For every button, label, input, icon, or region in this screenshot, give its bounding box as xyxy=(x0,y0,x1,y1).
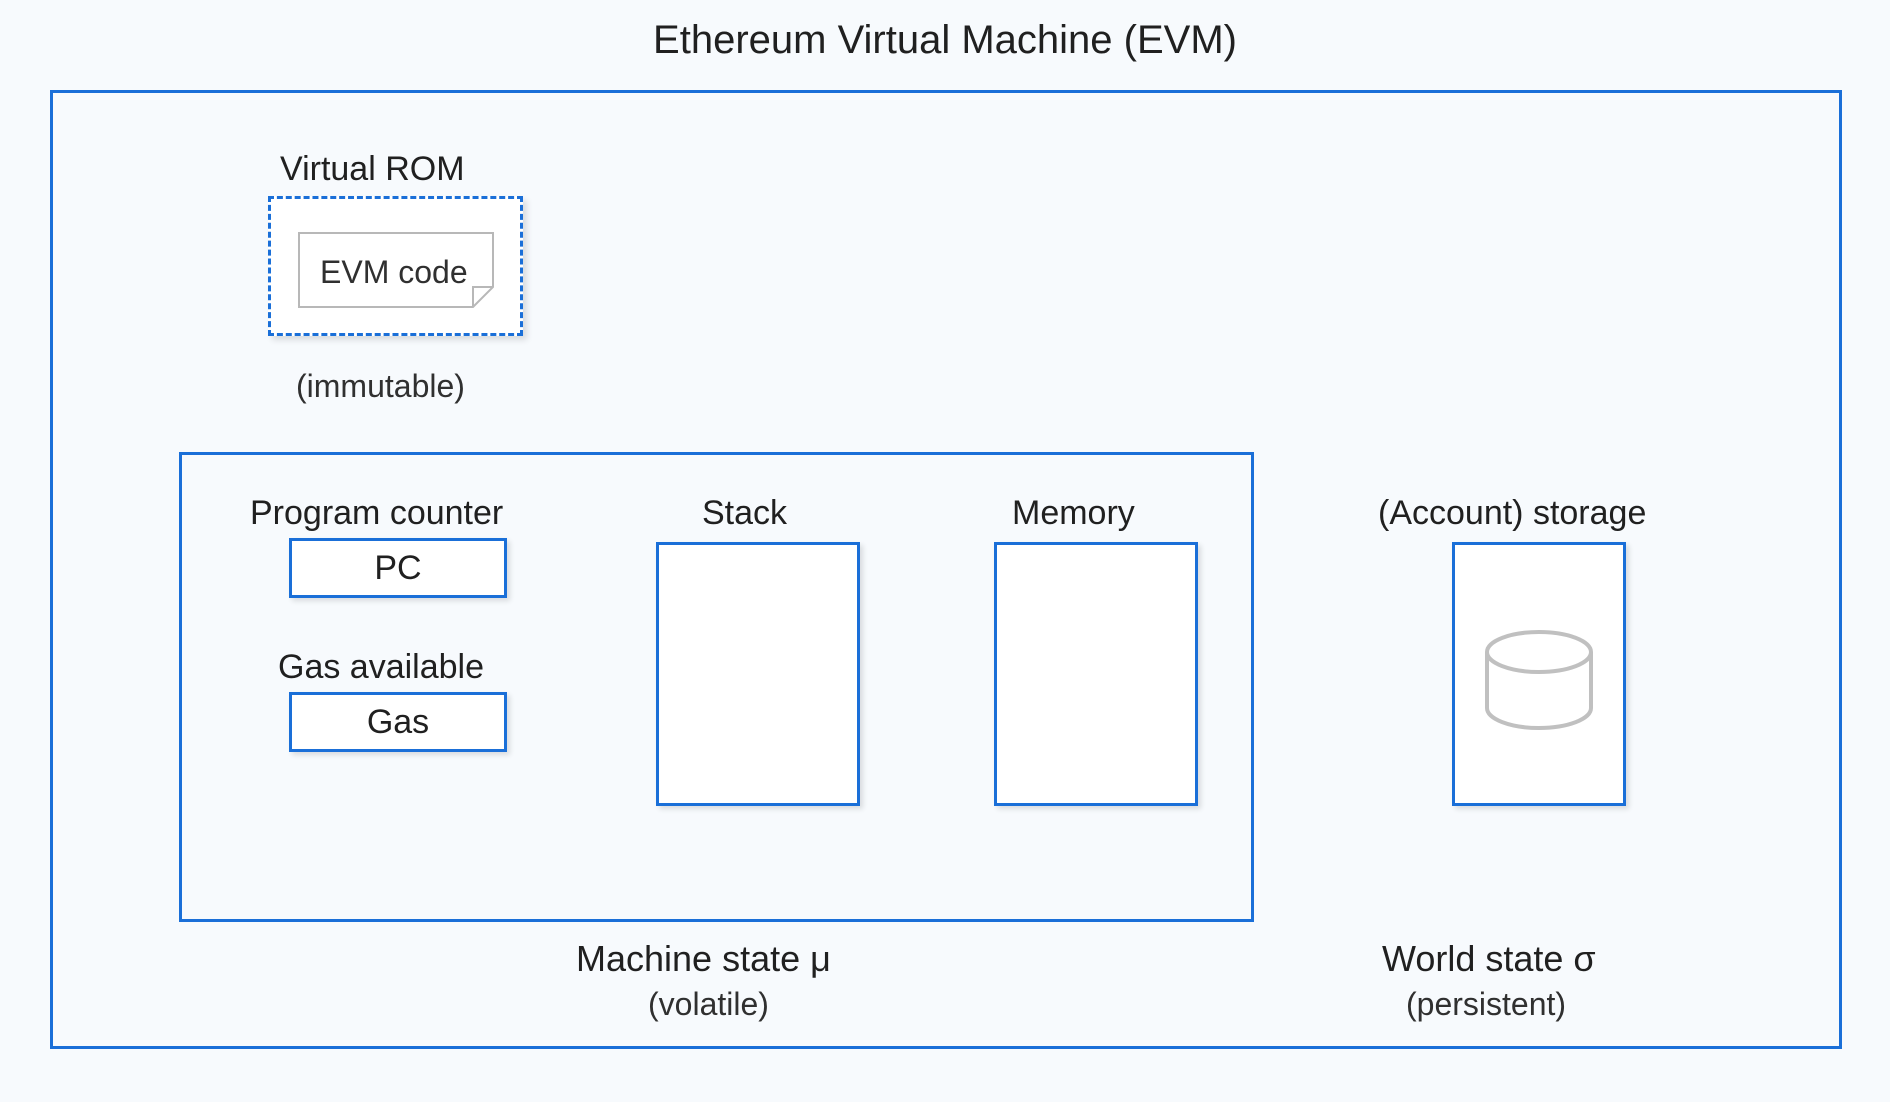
program-counter-title: Program counter xyxy=(250,494,503,533)
cylinder-icon xyxy=(1483,628,1595,738)
stack-box xyxy=(656,542,860,806)
gas-available-title: Gas available xyxy=(278,648,484,687)
gas-box: Gas xyxy=(289,692,507,752)
immutable-label: (immutable) xyxy=(296,368,465,405)
volatile-label: (volatile) xyxy=(648,986,769,1023)
memory-box xyxy=(994,542,1198,806)
pc-box-label: PC xyxy=(374,549,421,588)
stack-title: Stack xyxy=(702,494,787,533)
diagram-title: Ethereum Virtual Machine (EVM) xyxy=(653,18,1237,63)
account-storage-title: (Account) storage xyxy=(1378,494,1646,533)
virtual-rom-title: Virtual ROM xyxy=(280,150,465,189)
machine-state-label: Machine state μ xyxy=(576,938,831,980)
gas-box-label: Gas xyxy=(367,703,429,742)
evm-code-label: EVM code xyxy=(320,254,468,291)
pc-box: PC xyxy=(289,538,507,598)
memory-title: Memory xyxy=(1012,494,1135,533)
world-state-label: World state σ xyxy=(1382,938,1596,980)
persistent-label: (persistent) xyxy=(1406,986,1566,1023)
